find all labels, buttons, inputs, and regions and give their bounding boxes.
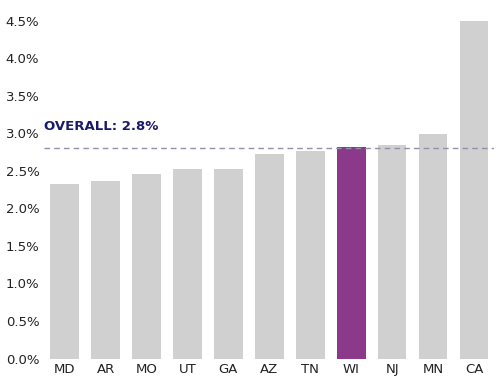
Bar <box>418 134 448 359</box>
Text: OVERALL: 2.8%: OVERALL: 2.8% <box>44 120 158 133</box>
Bar <box>378 145 406 359</box>
Bar <box>214 168 242 359</box>
Bar <box>255 154 284 359</box>
Bar <box>91 181 120 359</box>
Bar <box>50 185 79 359</box>
Bar <box>460 21 488 359</box>
Bar <box>296 151 324 359</box>
Bar <box>337 147 366 359</box>
Bar <box>132 174 161 359</box>
Bar <box>173 169 202 359</box>
